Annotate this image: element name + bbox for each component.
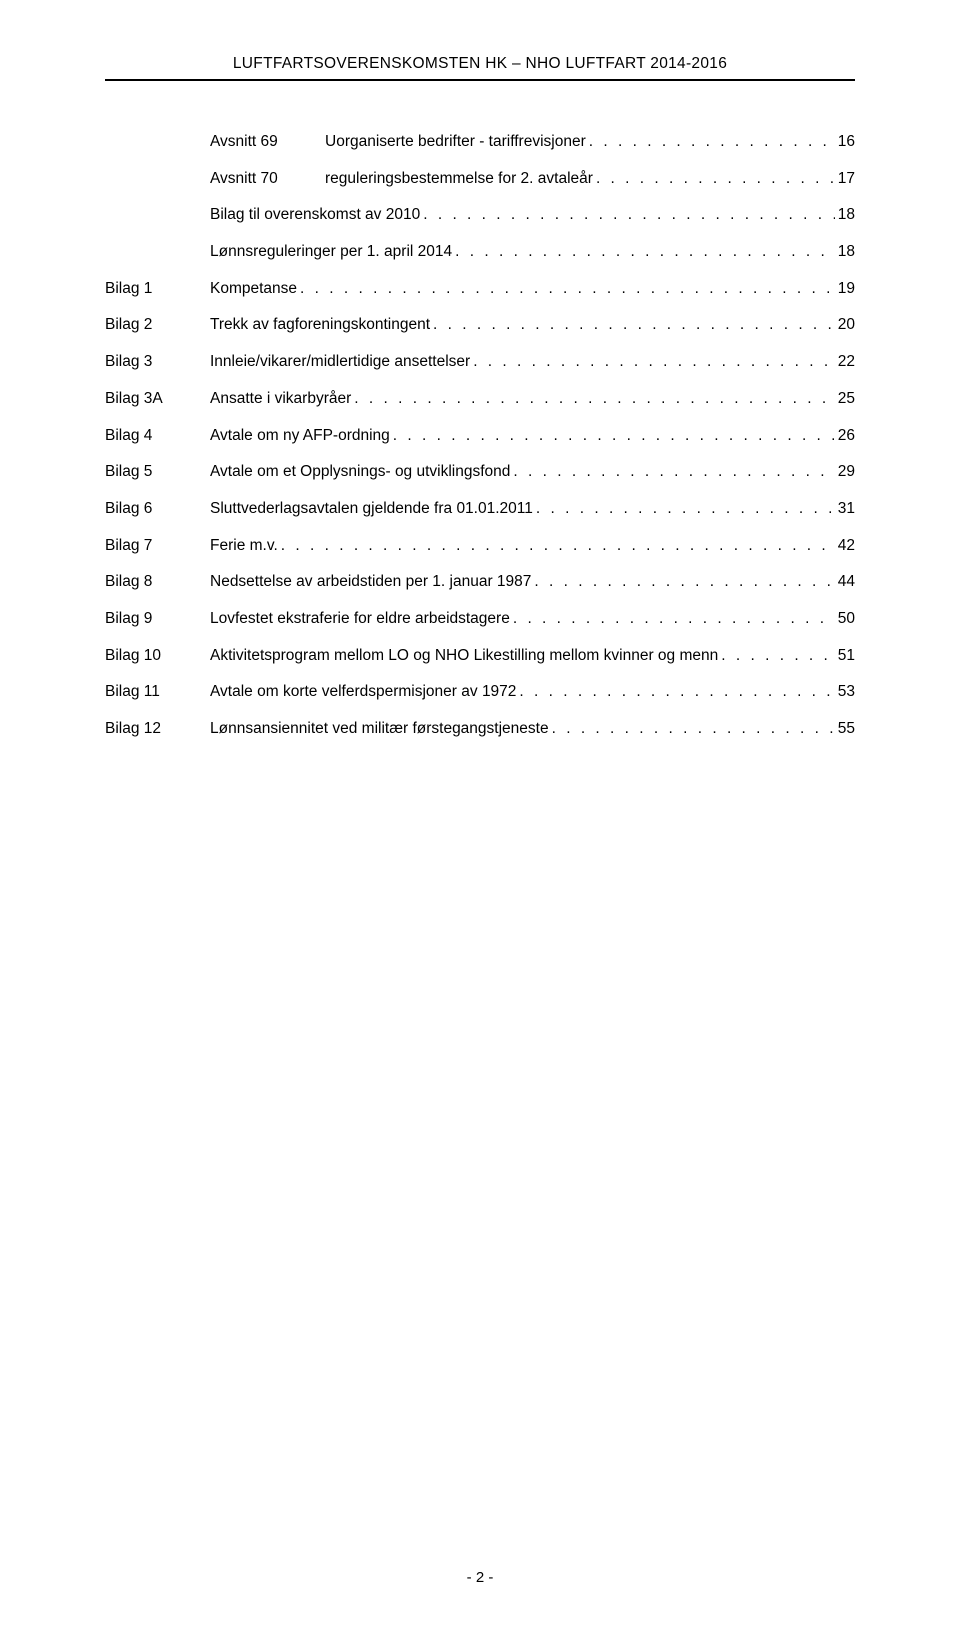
toc-label: Bilag 6 bbox=[105, 498, 210, 520]
toc-dots: . . . . . . . . . . . . . . . . . . . . … bbox=[455, 241, 835, 263]
page-header: LUFTFARTSOVERENSKOMSTEN HK – NHO LUFTFAR… bbox=[105, 55, 855, 81]
toc-title: Uorganiserte bedrifter - tariffrevisjone… bbox=[325, 131, 586, 153]
toc-dots: . . . . . . . . . . . . . . . . . . . . … bbox=[393, 425, 835, 447]
toc-label: Bilag 5 bbox=[105, 461, 210, 483]
toc-label: Bilag 8 bbox=[105, 571, 210, 593]
toc-row: Bilag 3AAnsatte i vikarbyråer. . . . . .… bbox=[105, 388, 855, 410]
toc-row: Lønnsreguleringer per 1. april 2014. . .… bbox=[105, 241, 855, 263]
toc-row: Avsnitt 70reguleringsbestemmelse for 2. … bbox=[105, 168, 855, 190]
toc-label: Bilag 9 bbox=[105, 608, 210, 630]
toc-row: Bilag 3Innleie/vikarer/midlertidige anse… bbox=[105, 351, 855, 373]
toc-page: 26 bbox=[838, 425, 855, 447]
toc-title: Kompetanse bbox=[210, 278, 297, 300]
toc-label: Bilag 12 bbox=[105, 718, 210, 740]
toc-dots: . . . . . . . . . . . . . . . . . . . . … bbox=[281, 535, 835, 557]
toc-label: Bilag 3A bbox=[105, 388, 210, 410]
toc-row: Bilag til overenskomst av 2010. . . . . … bbox=[105, 204, 855, 226]
toc-title: Lønnsansiennitet ved militær førstegangs… bbox=[210, 718, 549, 740]
toc-title: Sluttvederlagsavtalen gjeldende fra 01.0… bbox=[210, 498, 533, 520]
toc-dots: . . . . . . . . . . . . . . . . . . . . … bbox=[354, 388, 834, 410]
toc-page: 19 bbox=[838, 278, 855, 300]
toc-page: 31 bbox=[838, 498, 855, 520]
toc-row: Bilag 9Lovfestet ekstraferie for eldre a… bbox=[105, 608, 855, 630]
toc-page: 22 bbox=[838, 351, 855, 373]
toc-row: Bilag 5Avtale om et Opplysnings- og utvi… bbox=[105, 461, 855, 483]
toc-sublabel: Avsnitt 70 bbox=[210, 168, 325, 190]
toc-title: Avtale om ny AFP-ordning bbox=[210, 425, 390, 447]
toc-row: Avsnitt 69Uorganiserte bedrifter - tarif… bbox=[105, 131, 855, 153]
toc-label: Bilag 11 bbox=[105, 681, 210, 703]
toc-label: Bilag 4 bbox=[105, 425, 210, 447]
page-number: - 2 - bbox=[0, 1569, 960, 1586]
toc-page: 25 bbox=[838, 388, 855, 410]
toc-dots: . . . . . . . . . . . . . . . . . . . . … bbox=[433, 314, 835, 336]
toc-row: Bilag 11Avtale om korte velferdspermisjo… bbox=[105, 681, 855, 703]
toc-row: Bilag 10Aktivitetsprogram mellom LO og N… bbox=[105, 645, 855, 667]
toc-title: reguleringsbestemmelse for 2. avtaleår bbox=[325, 168, 593, 190]
toc-title: Lønnsreguleringer per 1. april 2014 bbox=[210, 241, 452, 263]
toc-page: 18 bbox=[838, 241, 855, 263]
toc-page: 16 bbox=[838, 131, 855, 153]
toc-dots: . . . . . . . . . . . . . . . . . . . . … bbox=[552, 718, 835, 740]
toc-title: Aktivitetsprogram mellom LO og NHO Likes… bbox=[210, 645, 718, 667]
toc-title: Avtale om korte velferdspermisjoner av 1… bbox=[210, 681, 516, 703]
table-of-contents: Avsnitt 69Uorganiserte bedrifter - tarif… bbox=[105, 131, 855, 740]
toc-dots: . . . . . . . . . . . . . . . . . . . . … bbox=[596, 168, 835, 190]
toc-title: Nedsettelse av arbeidstiden per 1. janua… bbox=[210, 571, 531, 593]
toc-dots: . . . . . . . . . . . . . . . . . . . . … bbox=[513, 608, 835, 630]
toc-page: 17 bbox=[838, 168, 855, 190]
toc-dots: . . . . . . . . . . . . . . . . . . . . … bbox=[536, 498, 835, 520]
toc-page: 44 bbox=[838, 571, 855, 593]
toc-row: Bilag 4Avtale om ny AFP-ordning. . . . .… bbox=[105, 425, 855, 447]
toc-row: Bilag 6Sluttvederlagsavtalen gjeldende f… bbox=[105, 498, 855, 520]
toc-title: Avtale om et Opplysnings- og utviklingsf… bbox=[210, 461, 510, 483]
toc-page: 50 bbox=[838, 608, 855, 630]
toc-dots: . . . . . . . . . . . . . . . . . . . . … bbox=[534, 571, 834, 593]
toc-page: 55 bbox=[838, 718, 855, 740]
toc-row: Bilag 8Nedsettelse av arbeidstiden per 1… bbox=[105, 571, 855, 593]
toc-page: 51 bbox=[838, 645, 855, 667]
toc-dots: . . . . . . . . . . . . . . . . . . . . … bbox=[589, 131, 835, 153]
toc-page: 18 bbox=[838, 204, 855, 226]
toc-page: 29 bbox=[838, 461, 855, 483]
toc-title: Innleie/vikarer/midlertidige ansettelser bbox=[210, 351, 470, 373]
toc-title: Lovfestet ekstraferie for eldre arbeidst… bbox=[210, 608, 510, 630]
toc-row: Bilag 1Kompetanse. . . . . . . . . . . .… bbox=[105, 278, 855, 300]
toc-page: 42 bbox=[838, 535, 855, 557]
toc-row: Bilag 2Trekk av fagforeningskontingent. … bbox=[105, 314, 855, 336]
toc-page: 53 bbox=[838, 681, 855, 703]
toc-label: Bilag 2 bbox=[105, 314, 210, 336]
toc-dots: . . . . . . . . . . . . . . . . . . . . … bbox=[513, 461, 834, 483]
toc-dots: . . . . . . . . . . . . . . . . . . . . … bbox=[300, 278, 835, 300]
toc-dots: . . . . . . . . . . . . . . . . . . . . … bbox=[473, 351, 835, 373]
toc-row: Bilag 12Lønnsansiennitet ved militær før… bbox=[105, 718, 855, 740]
toc-label: Bilag 7 bbox=[105, 535, 210, 557]
toc-dots: . . . . . . . . . . . . . . . . . . . . … bbox=[721, 645, 835, 667]
toc-row: Bilag 7Ferie m.v.. . . . . . . . . . . .… bbox=[105, 535, 855, 557]
toc-title: Trekk av fagforeningskontingent bbox=[210, 314, 430, 336]
toc-title: Ferie m.v. bbox=[210, 535, 278, 557]
toc-label: Bilag 10 bbox=[105, 645, 210, 667]
toc-sublabel: Avsnitt 69 bbox=[210, 131, 325, 153]
toc-label: Bilag 3 bbox=[105, 351, 210, 373]
toc-dots: . . . . . . . . . . . . . . . . . . . . … bbox=[519, 681, 834, 703]
toc-page: 20 bbox=[838, 314, 855, 336]
toc-dots: . . . . . . . . . . . . . . . . . . . . … bbox=[423, 204, 835, 226]
toc-title: Bilag til overenskomst av 2010 bbox=[210, 204, 420, 226]
toc-title: Ansatte i vikarbyråer bbox=[210, 388, 351, 410]
toc-label: Bilag 1 bbox=[105, 278, 210, 300]
